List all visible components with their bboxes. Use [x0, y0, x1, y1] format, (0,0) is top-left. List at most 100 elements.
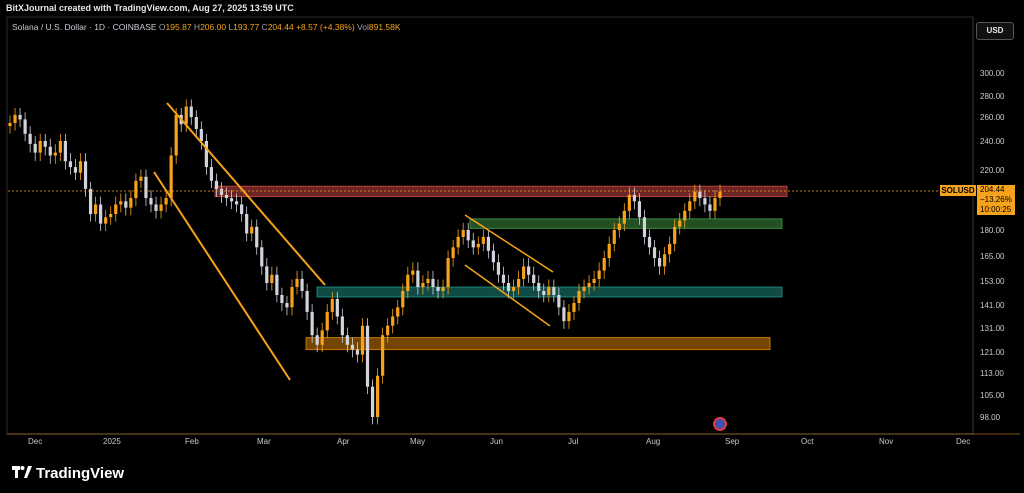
y-tick: 280.00 — [980, 92, 1005, 101]
y-tick: 141.00 — [980, 301, 1005, 310]
candle-body — [275, 274, 279, 295]
candle-body — [300, 278, 304, 291]
legend-open-value: 195.87 — [165, 22, 192, 32]
candle-body — [527, 266, 531, 275]
candle-body — [63, 141, 67, 162]
candle-body — [345, 335, 349, 345]
candle-body — [370, 386, 375, 417]
footer: TradingView — [0, 458, 1024, 493]
y-tick: 131.00 — [980, 324, 1005, 333]
header-title: BitXJournal created with TradingView.com… — [6, 3, 294, 13]
candle-body — [411, 270, 415, 275]
candle-body — [68, 161, 73, 168]
candle-body — [481, 236, 485, 244]
legend-symbol: Solana / U.S. Dollar · 1D · COINBASE — [12, 22, 157, 32]
candle-body — [673, 226, 677, 244]
x-tick: Aug — [646, 437, 661, 446]
legend-close-value: 204.44 — [267, 22, 294, 32]
candle-body — [159, 204, 163, 211]
bar-countdown: 10:00:25 — [980, 205, 1012, 214]
candle-body — [109, 214, 113, 218]
candle-body — [471, 240, 475, 248]
candle-body — [219, 188, 224, 195]
candle-body — [602, 258, 606, 271]
current-price-box: 204.44 −13.26% 10:00:25 — [977, 185, 1015, 215]
y-tick: 240.00 — [980, 137, 1005, 146]
candle-body — [38, 141, 42, 153]
candle-body — [396, 307, 400, 317]
candle-body — [572, 303, 576, 312]
x-tick: Jul — [568, 437, 579, 446]
candle-body — [532, 274, 536, 283]
candle-body — [552, 287, 556, 295]
y-tick: 165.00 — [980, 252, 1005, 261]
candle-body — [476, 243, 480, 248]
candle-body — [189, 106, 193, 117]
candle-body — [224, 194, 229, 199]
x-tick: May — [410, 437, 426, 446]
legend-volume-value: 891.58K — [368, 22, 401, 32]
zone-support-1 — [469, 218, 783, 229]
candle-body — [250, 226, 254, 234]
candle-body — [506, 283, 511, 291]
candle-body — [144, 176, 148, 199]
candle-body — [426, 278, 430, 283]
candle-body — [94, 204, 98, 215]
candle-body — [587, 283, 591, 287]
candle-body — [335, 299, 339, 317]
x-tick: Dec — [956, 437, 971, 446]
x-tick: Jun — [490, 437, 503, 446]
candle-body — [612, 230, 616, 244]
y-tick: 260.00 — [980, 113, 1005, 122]
candle-body — [310, 311, 314, 336]
header-bar: BitXJournal created with TradingView.com… — [0, 0, 1024, 16]
x-tick: Nov — [879, 437, 894, 446]
currency-button[interactable]: USD — [976, 22, 1014, 40]
candle-body — [708, 204, 712, 211]
candle-body — [416, 270, 420, 287]
event-marker-icon — [713, 417, 727, 431]
y-tick: 105.00 — [980, 391, 1005, 400]
candle-body — [632, 194, 636, 202]
x-tick: Dec — [28, 437, 43, 446]
candle-body — [169, 155, 173, 199]
candle-body — [668, 243, 672, 255]
candle-body — [164, 198, 168, 205]
candle-body — [466, 230, 470, 241]
candle-body — [23, 119, 27, 134]
candle-body — [265, 266, 269, 283]
candle-body — [8, 123, 12, 127]
candle-body — [718, 191, 722, 199]
candle-body — [683, 210, 687, 221]
candle-body — [320, 330, 324, 345]
y-tick: 113.00 — [980, 369, 1004, 378]
candle-body — [124, 201, 128, 208]
candle-body — [592, 278, 596, 283]
candle-body — [703, 198, 707, 205]
candle-body — [557, 295, 561, 308]
candle-body — [174, 114, 178, 156]
candle-body — [431, 278, 435, 287]
channel-lower-1 — [153, 171, 291, 381]
candle-body — [491, 250, 496, 263]
candle-body — [78, 161, 83, 173]
candle-body — [406, 274, 410, 291]
current-price: 204.44 — [980, 185, 1005, 194]
candle-body — [194, 117, 198, 129]
candle-body — [537, 283, 541, 291]
legend-volume-label: Vol — [357, 22, 369, 32]
candle-body — [88, 188, 93, 215]
candle-body — [139, 176, 143, 181]
legend-high-value: 206.00 — [200, 22, 227, 32]
candle-body — [154, 204, 158, 211]
candle-body — [104, 217, 108, 224]
candle-body — [486, 236, 490, 251]
candle-body — [184, 106, 188, 125]
candle-body — [199, 129, 203, 141]
channel-lower-2 — [464, 264, 551, 327]
candle-body — [33, 143, 37, 153]
candle-body — [114, 204, 118, 215]
candle-body — [83, 161, 88, 189]
candle-body — [516, 278, 521, 287]
